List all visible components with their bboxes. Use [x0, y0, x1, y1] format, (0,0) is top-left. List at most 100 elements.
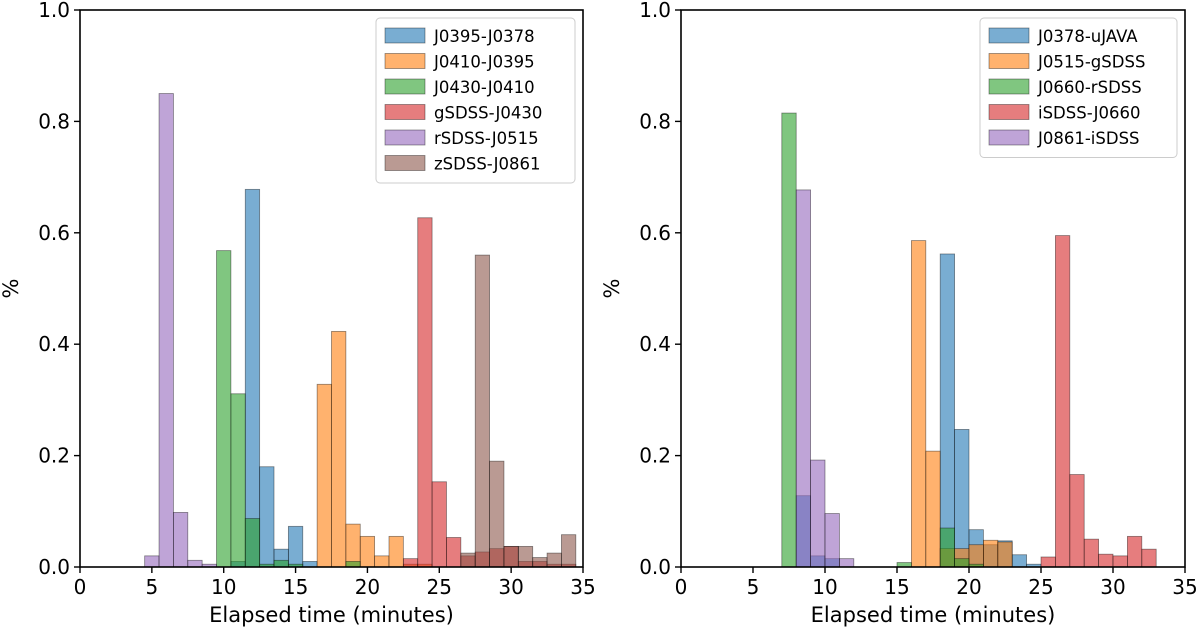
- bar-zsdss-j0861-2: [489, 460, 505, 568]
- x-tick-label: 10: [211, 575, 236, 599]
- legend-swatch-zsdss-j0861: [384, 155, 426, 171]
- x-tick-label: 10: [812, 575, 837, 599]
- bar-gsdss-j0430-2: [431, 481, 447, 568]
- bar-j0515-gsdss-6: [997, 541, 1013, 568]
- legend-label-j0430-j0410: J0430-J0410: [433, 78, 535, 97]
- legend-swatch-j0378-ujava: [988, 27, 1030, 44]
- legend-label-gsdss-j0430: gSDSS-J0430: [434, 104, 542, 123]
- bar-j0410-j0395-1: [331, 330, 347, 568]
- legend-box: [375, 17, 576, 184]
- x-tick-label: 5: [747, 575, 760, 599]
- bar-isdss-j0660-7: [1141, 548, 1157, 568]
- bar-j0395-j0378-1: [244, 188, 261, 568]
- bar-j0515-gsdss-4: [968, 544, 984, 568]
- y-tick-label: 1.0: [639, 0, 671, 22]
- bar-isdss-j0660-4: [1098, 553, 1114, 568]
- legend-swatch-j0395-j0378: [384, 27, 426, 44]
- x-tick-label: 15: [283, 575, 308, 599]
- y-tick-label: 0.0: [639, 555, 671, 579]
- bar-j0660-rsdss-0: [781, 112, 797, 568]
- bar-j0378-ujava-8: [1011, 554, 1028, 568]
- x-tick-label: 15: [884, 575, 909, 599]
- bars: [781, 112, 1157, 568]
- legend-label-rsdss-j0515: rSDSS-J0515: [434, 129, 539, 148]
- bar-j0410-j0395-0: [316, 383, 332, 568]
- bar-j0410-j0395-4: [374, 555, 390, 568]
- bar-rsdss-j0515-1: [158, 93, 174, 568]
- x-tick-label: 25: [1028, 575, 1053, 599]
- y-tick-label: 0.4: [38, 332, 70, 356]
- bar-j0660-rsdss-3: [954, 558, 970, 568]
- legend-swatch-rsdss-j0515: [384, 129, 426, 146]
- bar-zsdss-j0861-1: [474, 254, 490, 568]
- axes-frame: [79, 9, 584, 568]
- legend-label-j0378-ujava: J0378-uJAVA: [1037, 27, 1138, 46]
- x-tick-label: 35: [570, 575, 595, 599]
- y-axis-label: %: [0, 279, 23, 299]
- y-tick-label: 1.0: [38, 0, 70, 22]
- legend-swatch-j0515-gsdss: [988, 53, 1030, 69]
- bar-gsdss-j0430-0: [402, 558, 419, 568]
- legend-swatch-j0660-rsdss: [988, 78, 1030, 95]
- bar-j0861-isdss-0: [795, 189, 812, 568]
- legend-label-j0861-isdss: J0861-iSDSS: [1037, 129, 1140, 148]
- bar-j0515-gsdss-5: [983, 539, 999, 568]
- bar-j0861-isdss-2: [824, 513, 840, 568]
- bar-rsdss-j0515-3: [187, 559, 203, 568]
- bar-j0395-j0378-5: [302, 561, 318, 568]
- legend-label-isdss-j0660: iSDSS-J0660: [1038, 104, 1140, 123]
- y-tick-label: 0.4: [639, 332, 671, 356]
- bar-j0395-j0378-2: [259, 466, 275, 568]
- legend-label-j0515-gsdss: J0515-gSDSS: [1037, 53, 1145, 72]
- legend: J0378-uJAVA J0515-gSDSS J0660-rSDSS iSDSS-J…: [979, 17, 1178, 158]
- y-tick-label: 0.6: [38, 221, 70, 245]
- bar-gsdss-j0430-3: [446, 537, 462, 568]
- x-tick-label: 25: [427, 575, 452, 599]
- x-tick-label: 0: [74, 575, 87, 599]
- bar-j0430-j0410-2: [244, 518, 261, 568]
- bar-isdss-j0660-5: [1112, 555, 1128, 568]
- bar-j0861-isdss-3: [839, 558, 855, 568]
- y-tick-label: 0.2: [639, 444, 671, 468]
- bar-j0410-j0395-2: [345, 523, 361, 568]
- legend-swatch-j0430-j0410: [384, 78, 426, 95]
- bar-isdss-j0660-2: [1069, 474, 1085, 568]
- bar-j0660-rsdss-2: [939, 527, 956, 568]
- bar-j0515-gsdss-0: [911, 240, 927, 568]
- bar-j0430-j0410-1: [230, 393, 246, 568]
- x-tick-label: 20: [956, 575, 981, 599]
- bar-j0861-isdss-1: [810, 459, 826, 568]
- bar-zsdss-j0861-7: [561, 534, 577, 568]
- bar-gsdss-j0430-1: [417, 217, 433, 568]
- axes-frame: [680, 9, 1186, 568]
- legend-label-j0395-j0378: J0395-J0378: [433, 27, 535, 46]
- x-axis-label: Elapsed time (minutes): [811, 603, 1056, 627]
- bar-isdss-j0660-0: [1040, 556, 1056, 568]
- bar-j0515-gsdss-1: [925, 450, 941, 568]
- legend-swatch-isdss-j0660: [988, 104, 1030, 120]
- x-tick-label: 30: [1100, 575, 1125, 599]
- left-histogram-panel: 0 5 10 15 20 25 30 35 0.0 0.2 0.4 0.6 0.8 1.0 Elapsed …: [0, 0, 596, 627]
- y-tick-label: 0.2: [38, 444, 70, 468]
- legend-label-j0410-j0395: J0410-J0395: [433, 53, 535, 72]
- x-axis-label: Elapsed time (minutes): [209, 603, 454, 627]
- legend-swatch-j0861-isdss: [988, 129, 1030, 146]
- bar-zsdss-j0861-6: [546, 552, 562, 568]
- y-tick-label: 0.6: [639, 221, 671, 245]
- legend-swatch-j0410-j0395: [384, 53, 426, 69]
- y-tick-label: 0.8: [639, 109, 671, 133]
- bar-j0430-j0410-4: [273, 559, 289, 568]
- x-tick-label: 35: [1172, 575, 1197, 599]
- bar-j0410-j0395-3: [359, 535, 376, 568]
- bar-zsdss-j0861-3: [503, 545, 519, 568]
- y-tick-label: 0.0: [38, 555, 70, 579]
- legend-box: [979, 17, 1178, 158]
- x-tick-label: 5: [145, 575, 158, 599]
- bar-zsdss-j0861-4: [517, 545, 534, 568]
- bar-j0430-j0410-6: [345, 561, 361, 568]
- bar-isdss-j0660-3: [1083, 538, 1099, 568]
- legend-swatch-gsdss-j0430: [384, 104, 426, 120]
- bar-isdss-j0660-1: [1055, 235, 1071, 568]
- legend: J0395-J0378 J0410-J0395 J0430-J0410 gSDSS-J…: [375, 17, 576, 184]
